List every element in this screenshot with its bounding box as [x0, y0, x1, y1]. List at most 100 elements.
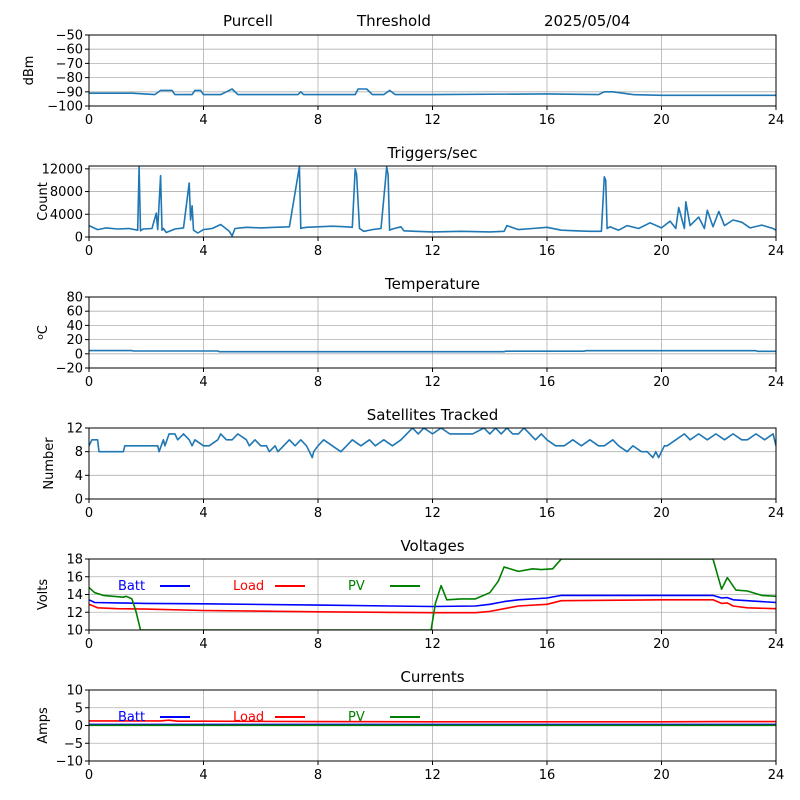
- chart-title: Temperature: [384, 275, 480, 293]
- y-tick-label: 20: [66, 333, 83, 348]
- x-tick-label: 12: [424, 637, 441, 652]
- y-axis-label: Count: [36, 182, 51, 221]
- series-line-0: [89, 166, 776, 237]
- x-tick-label: 20: [653, 113, 670, 128]
- x-tick-label: 8: [314, 768, 322, 783]
- x-tick-label: 24: [768, 244, 785, 259]
- x-tick-label: 4: [199, 244, 207, 259]
- y-axis-label: oC: [36, 325, 51, 340]
- legend-label-pv: PV: [348, 710, 365, 725]
- x-tick-label: 20: [653, 244, 670, 259]
- x-tick-label: 24: [768, 768, 785, 783]
- y-tick-label: −100: [47, 100, 83, 115]
- y-tick-label: −90: [56, 85, 83, 100]
- y-tick-label: 18: [66, 553, 83, 568]
- y-tick-label: 12: [66, 606, 83, 621]
- y-tick-label: −50: [56, 29, 83, 44]
- x-tick-label: 8: [314, 637, 322, 652]
- x-tick-label: 16: [539, 113, 556, 128]
- y-tick-label: −10: [56, 755, 83, 770]
- series-line-0: [89, 428, 776, 459]
- x-tick-label: 0: [85, 375, 93, 390]
- y-tick-label: 10: [66, 624, 83, 639]
- x-tick-label: 24: [768, 113, 785, 128]
- x-tick-label: 20: [653, 768, 670, 783]
- chart-title: Currents: [400, 668, 464, 686]
- y-axis-label: Number: [42, 437, 57, 490]
- chart-panel-3: 0 4 8 12 16 20 24 0 4 8 12 Satellites Tracked Number: [42, 406, 784, 521]
- series-line-load: [89, 719, 776, 723]
- date-label: 2025/05/04: [544, 12, 631, 30]
- x-tick-label: 8: [314, 375, 322, 390]
- legend-label-load: Load: [233, 579, 264, 594]
- x-tick-label: 24: [768, 506, 785, 521]
- x-tick-label: 0: [85, 506, 93, 521]
- y-tick-label: −60: [56, 43, 83, 58]
- y-tick-label: 14: [66, 588, 83, 603]
- y-tick-label: 8000: [50, 185, 83, 200]
- series-line-pv: [89, 559, 776, 630]
- y-tick-label: −5: [64, 737, 83, 752]
- y-tick-label: −80: [56, 71, 83, 86]
- station-name: Purcell: [223, 12, 273, 30]
- x-tick-label: 16: [539, 375, 556, 390]
- series-line-0: [89, 349, 776, 353]
- x-tick-label: 4: [199, 506, 207, 521]
- y-axis-label: dBm: [22, 56, 37, 86]
- y-tick-label: 40: [66, 319, 83, 334]
- x-tick-label: 12: [424, 244, 441, 259]
- series-line-0: [89, 88, 776, 97]
- y-tick-label: 12000: [42, 162, 83, 177]
- x-tick-label: 16: [539, 244, 556, 259]
- series-line-batt: [89, 594, 776, 608]
- x-tick-label: 12: [424, 113, 441, 128]
- x-tick-label: 20: [653, 637, 670, 652]
- y-tick-label: 0: [75, 493, 83, 508]
- x-tick-label: 20: [653, 506, 670, 521]
- x-tick-label: 8: [314, 113, 322, 128]
- y-tick-label: 4000: [50, 208, 83, 223]
- x-tick-label: 4: [199, 113, 207, 128]
- chart-panel-5: 0 4 8 12 16 20 24 −10 −5 0 5 10 Currents Amps Batt Load…: [36, 668, 784, 783]
- x-tick-label: 16: [539, 768, 556, 783]
- x-tick-label: 16: [539, 506, 556, 521]
- x-tick-label: 12: [424, 506, 441, 521]
- y-tick-label: 4: [75, 469, 83, 484]
- x-tick-label: 0: [85, 768, 93, 783]
- y-tick-label: 0: [75, 231, 83, 246]
- x-tick-label: 4: [199, 637, 207, 652]
- chart-title: Satellites Tracked: [367, 406, 498, 424]
- chart-panel-1: 0 4 8 12 16 20 24 0 4000 8000 12000 Triggers/sec Cou…: [36, 144, 784, 259]
- x-tick-label: 12: [424, 375, 441, 390]
- mode-label: Threshold: [357, 12, 431, 30]
- y-tick-label: −20: [56, 362, 83, 377]
- y-tick-label: 10: [66, 684, 83, 699]
- y-tick-label: 12: [66, 422, 83, 437]
- x-tick-label: 16: [539, 637, 556, 652]
- chart-panel-4: 0 4 8 12 16 20 24 10 12 14 16 18 Voltages Volts Batt Lo…: [36, 537, 784, 652]
- chart-title: Voltages: [400, 537, 464, 555]
- x-tick-label: 0: [85, 113, 93, 128]
- legend-label-load: Load: [233, 710, 264, 725]
- legend-label-batt: Batt: [118, 579, 145, 594]
- x-tick-label: 4: [199, 768, 207, 783]
- x-tick-label: 8: [314, 506, 322, 521]
- y-tick-label: 80: [66, 291, 83, 306]
- x-tick-label: 20: [653, 375, 670, 390]
- y-tick-label: 60: [66, 305, 83, 320]
- y-tick-label: 0: [75, 347, 83, 362]
- x-tick-label: 12: [424, 768, 441, 783]
- x-tick-label: 24: [768, 637, 785, 652]
- chart-title: Triggers/sec: [387, 144, 478, 162]
- x-tick-label: 8: [314, 244, 322, 259]
- series-line-load: [89, 598, 776, 614]
- x-tick-label: 0: [85, 244, 93, 259]
- legend-label-pv: PV: [348, 579, 365, 594]
- y-tick-label: −70: [56, 57, 83, 72]
- y-tick-label: 16: [66, 570, 83, 585]
- y-tick-label: 8: [75, 445, 83, 460]
- x-tick-label: 4: [199, 375, 207, 390]
- y-axis-label: Volts: [36, 579, 51, 611]
- chart-panel-0: 0 4 8 12 16 20 24 −100−90−80−70−60−50 dBm: [22, 29, 784, 129]
